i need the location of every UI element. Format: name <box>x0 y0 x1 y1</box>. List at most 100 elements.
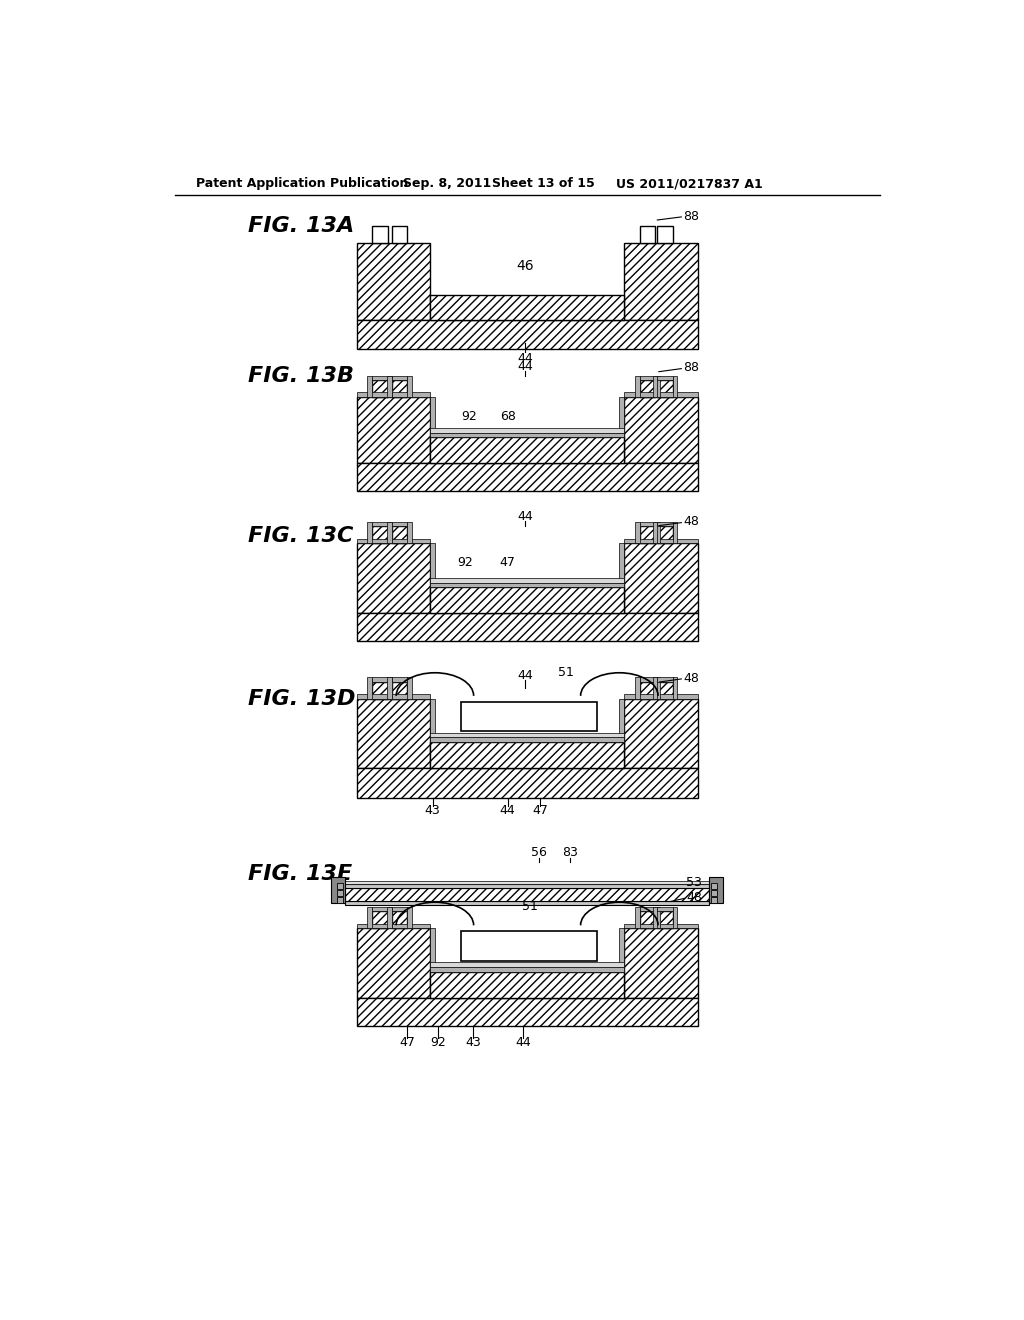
Bar <box>331 876 345 903</box>
Bar <box>620 544 624 587</box>
Bar <box>635 907 640 928</box>
Bar <box>657 521 673 527</box>
Text: 44: 44 <box>517 669 532 682</box>
Bar <box>640 376 655 380</box>
Bar <box>461 932 597 961</box>
Bar <box>624 544 697 612</box>
Bar <box>673 907 678 928</box>
Bar <box>620 397 624 437</box>
Bar <box>652 907 657 928</box>
Bar <box>657 226 673 243</box>
Bar <box>387 677 391 700</box>
Bar <box>372 682 388 700</box>
Bar <box>391 380 407 397</box>
Bar <box>624 694 697 700</box>
Text: 48: 48 <box>683 515 698 528</box>
Text: US 2011/0217837 A1: US 2011/0217837 A1 <box>616 177 763 190</box>
Bar <box>710 876 723 903</box>
Bar <box>624 397 697 462</box>
Bar <box>356 700 430 768</box>
Bar <box>430 544 435 587</box>
Bar <box>388 677 392 700</box>
Bar <box>388 376 392 397</box>
Bar <box>430 742 624 768</box>
Bar <box>337 883 343 890</box>
Text: 44: 44 <box>515 1036 531 1049</box>
Text: FIG. 13E: FIG. 13E <box>248 865 352 884</box>
Bar <box>624 924 697 928</box>
Bar <box>368 677 372 700</box>
Text: 44: 44 <box>500 804 516 817</box>
Text: 44: 44 <box>517 360 532 372</box>
Bar <box>640 677 655 682</box>
Bar <box>430 294 624 321</box>
Bar <box>624 392 697 397</box>
Bar <box>635 376 640 397</box>
Bar <box>356 544 430 612</box>
Bar <box>430 433 624 437</box>
Bar <box>356 928 430 998</box>
Text: 47: 47 <box>532 804 548 817</box>
Bar <box>711 890 717 896</box>
Text: 44: 44 <box>517 510 532 523</box>
Bar <box>430 928 435 972</box>
Bar <box>640 226 655 243</box>
Bar <box>391 521 407 527</box>
Bar <box>407 376 412 397</box>
Bar <box>356 243 430 321</box>
Bar <box>391 677 407 682</box>
Bar <box>356 694 430 700</box>
Bar <box>430 700 435 742</box>
Bar <box>673 376 678 397</box>
Bar <box>345 902 710 906</box>
Bar <box>430 966 624 972</box>
Bar <box>372 907 388 911</box>
Bar <box>461 702 597 731</box>
Bar <box>635 677 640 700</box>
Text: 43: 43 <box>425 804 440 817</box>
Bar <box>356 321 697 348</box>
Text: 53: 53 <box>686 875 701 888</box>
Bar <box>657 682 673 700</box>
Bar <box>430 578 624 582</box>
Bar <box>372 527 388 544</box>
Bar <box>372 376 388 380</box>
Bar <box>430 428 624 433</box>
Bar <box>657 380 673 397</box>
Bar <box>640 682 655 700</box>
Bar <box>391 911 407 928</box>
Text: FIG. 13C: FIG. 13C <box>248 525 353 545</box>
Bar <box>430 587 624 612</box>
Bar <box>673 677 678 700</box>
Text: 68: 68 <box>500 409 516 422</box>
Bar <box>640 527 655 544</box>
Bar <box>391 682 407 700</box>
Bar <box>345 884 710 887</box>
Bar <box>620 700 624 742</box>
Bar <box>624 700 697 768</box>
Bar <box>372 911 388 928</box>
Text: 46: 46 <box>516 259 534 273</box>
Text: 56: 56 <box>530 846 547 859</box>
Bar <box>388 907 392 928</box>
Bar <box>711 896 717 903</box>
Bar <box>430 582 624 587</box>
Bar <box>655 376 659 397</box>
Bar <box>391 907 407 911</box>
Bar <box>430 397 435 437</box>
Bar <box>652 376 657 397</box>
Bar <box>337 896 343 903</box>
Text: Patent Application Publication: Patent Application Publication <box>197 177 409 190</box>
Bar <box>657 527 673 544</box>
Bar <box>356 397 430 462</box>
Text: 51: 51 <box>522 900 539 913</box>
Text: Sep. 8, 2011: Sep. 8, 2011 <box>403 177 492 190</box>
Bar <box>372 226 388 243</box>
Bar <box>345 880 710 884</box>
Text: 88: 88 <box>683 362 699 375</box>
Bar <box>640 911 655 928</box>
Bar <box>430 437 624 462</box>
Bar <box>640 521 655 527</box>
Bar <box>673 521 678 544</box>
Bar <box>372 677 388 682</box>
